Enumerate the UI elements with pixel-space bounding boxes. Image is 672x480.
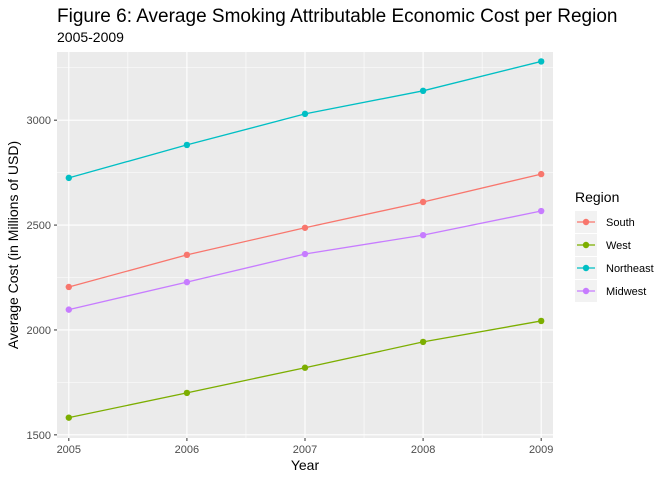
y-axis-ticks: 1500 2000 2500 3000 [27, 115, 57, 442]
data-point-west [183, 389, 191, 397]
data-point-south [65, 283, 73, 291]
data-point-west [537, 317, 545, 325]
y-tick-label: 1500 [27, 430, 51, 442]
x-axis-title: Year [291, 457, 320, 473]
data-point-south [183, 251, 191, 259]
data-point-midwest [183, 278, 191, 286]
legend-key-point [582, 287, 590, 295]
legend-label: South [606, 217, 635, 229]
y-tick-label: 3000 [27, 115, 51, 127]
data-point-west [419, 338, 427, 346]
x-tick-label: 2008 [411, 444, 435, 456]
x-tick-label: 2007 [293, 444, 317, 456]
data-point-south [301, 224, 309, 231]
legend-key-point [582, 264, 590, 272]
series-south [65, 170, 545, 291]
x-axis-ticks: 2005 2006 2007 2008 2009 [57, 438, 553, 456]
y-axis-title: Average Cost (in Millions of USD) [5, 141, 21, 349]
y-tick-label: 2500 [27, 220, 51, 232]
legend-key-point [582, 218, 590, 226]
legend-title: Region [575, 189, 619, 205]
legend-label: Northeast [606, 263, 654, 275]
series-northeast [65, 58, 545, 182]
data-point-northeast [301, 110, 309, 118]
y-tick-label: 2000 [27, 325, 51, 337]
series-layer [65, 58, 545, 421]
legend-item-northeast: Northeast [575, 257, 654, 279]
legend-item-south: South [575, 211, 635, 233]
series-midwest [65, 207, 545, 313]
data-point-northeast [419, 87, 427, 95]
legend-label: West [606, 240, 631, 252]
data-point-northeast [183, 141, 191, 149]
legend-item-west: West [575, 234, 631, 256]
data-point-midwest [537, 207, 545, 215]
data-point-south [537, 170, 545, 178]
chart-title: Figure 6: Average Smoking Attributable E… [57, 6, 617, 27]
data-point-west [65, 414, 73, 421]
data-point-south [419, 198, 427, 206]
legend-label: Midwest [606, 286, 646, 298]
data-point-midwest [65, 306, 73, 313]
x-tick-label: 2009 [529, 444, 553, 456]
data-point-midwest [301, 250, 309, 258]
legend-items: South West Northeast Midwest [575, 211, 654, 302]
chart-subtitle: 2005-2009 [57, 29, 124, 45]
x-tick-label: 2006 [175, 444, 199, 456]
legend-key-point [582, 241, 590, 249]
legend: Region South West Northeast Midwest [575, 189, 654, 302]
data-point-midwest [419, 231, 427, 239]
series-west [65, 317, 545, 421]
data-point-west [301, 364, 309, 371]
legend-item-midwest: Midwest [575, 280, 646, 302]
data-point-northeast [65, 174, 73, 182]
data-point-northeast [537, 58, 545, 65]
x-tick-label: 2005 [57, 444, 81, 456]
